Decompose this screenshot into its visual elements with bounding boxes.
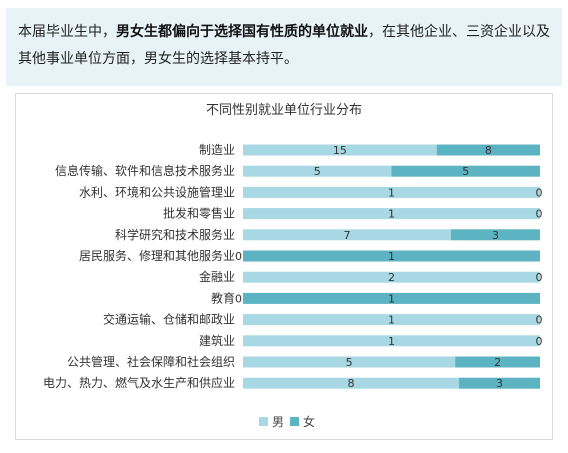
chart-title: 不同性别就业单位行业分布 bbox=[206, 103, 362, 118]
value-label-female: 3 bbox=[492, 229, 499, 242]
category-label: 制造业 bbox=[199, 143, 235, 157]
bar-male bbox=[243, 186, 540, 198]
legend-label-male: 男 bbox=[272, 415, 284, 429]
value-label-male: 7 bbox=[343, 229, 350, 242]
category-label: 教育 bbox=[211, 290, 235, 305]
value-label-male: 1 bbox=[388, 314, 395, 327]
category-label: 居民服务、修理和其他服务业 bbox=[79, 248, 235, 263]
bar-female bbox=[391, 165, 540, 177]
value-label-female: 3 bbox=[496, 377, 503, 390]
value-label-male: 8 bbox=[348, 377, 355, 390]
category-label: 建筑业 bbox=[199, 333, 235, 348]
bar-male bbox=[243, 208, 540, 220]
category-label: 电力、热力、燃气及水生产和供应业 bbox=[43, 375, 235, 390]
category-label: 信息传输、软件和信息技术服务业 bbox=[55, 163, 235, 178]
bar-male bbox=[243, 335, 540, 347]
value-label-female: 2 bbox=[494, 356, 501, 369]
category-label: 公共管理、社会保障和社会组织 bbox=[67, 354, 235, 369]
bar-male bbox=[243, 144, 437, 156]
bar-male bbox=[243, 229, 451, 241]
value-label-male: 1 bbox=[388, 186, 395, 199]
value-label-female: 0 bbox=[536, 335, 543, 348]
bar-male bbox=[243, 356, 456, 368]
intro-text-start: 本届毕业生中， bbox=[18, 24, 116, 40]
value-label-female: 0 bbox=[536, 208, 543, 221]
bar-male bbox=[243, 165, 392, 177]
value-label-male: 0 bbox=[235, 250, 242, 263]
bar-female bbox=[436, 144, 540, 156]
value-label-female: 8 bbox=[485, 144, 492, 157]
bar-female bbox=[459, 377, 540, 389]
category-label: 交通运输、仓储和邮政业 bbox=[103, 312, 235, 327]
intro-text-end: ，在其他企业、三资企业以及其他事业单位方面，男女生的选择基本持平。 bbox=[18, 24, 550, 67]
chart-legend: 男女 bbox=[259, 414, 315, 429]
bar-female bbox=[243, 250, 540, 262]
value-label-male: 0 bbox=[235, 292, 242, 305]
category-label: 科学研究和技术服务业 bbox=[115, 227, 235, 242]
legend-swatch-male bbox=[259, 417, 268, 426]
bar-male bbox=[243, 377, 459, 389]
value-label-female: 1 bbox=[388, 292, 395, 305]
value-label-female: 0 bbox=[536, 271, 543, 284]
category-label: 水利、环境和公共设施管理业 bbox=[79, 184, 235, 199]
value-label-female: 0 bbox=[536, 186, 543, 199]
bar-male bbox=[243, 271, 540, 283]
bar-female bbox=[455, 356, 540, 368]
value-label-male: 15 bbox=[333, 144, 347, 157]
intro-banner: 本届毕业生中，男女生都偏向于选择国有性质的单位就业，在其他企业、三资企业以及其他… bbox=[6, 8, 562, 86]
category-label: 批发和零售业 bbox=[163, 206, 235, 221]
intro-text-bold: 男女生都偏向于选择国有性质的单位就业 bbox=[116, 24, 368, 40]
legend-swatch-female bbox=[290, 417, 299, 426]
value-label-female: 0 bbox=[536, 314, 543, 327]
value-label-male: 2 bbox=[388, 271, 395, 284]
category-label: 金融业 bbox=[199, 269, 235, 284]
bar-male bbox=[243, 314, 540, 326]
legend-label-female: 女 bbox=[303, 414, 315, 429]
value-label-female: 5 bbox=[462, 165, 469, 178]
value-label-male: 5 bbox=[314, 165, 321, 178]
bar-female bbox=[450, 229, 540, 241]
value-label-male: 1 bbox=[388, 208, 395, 221]
bar-female bbox=[243, 292, 540, 304]
value-label-female: 1 bbox=[388, 250, 395, 263]
value-label-male: 1 bbox=[388, 335, 395, 348]
value-label-male: 5 bbox=[346, 356, 353, 369]
